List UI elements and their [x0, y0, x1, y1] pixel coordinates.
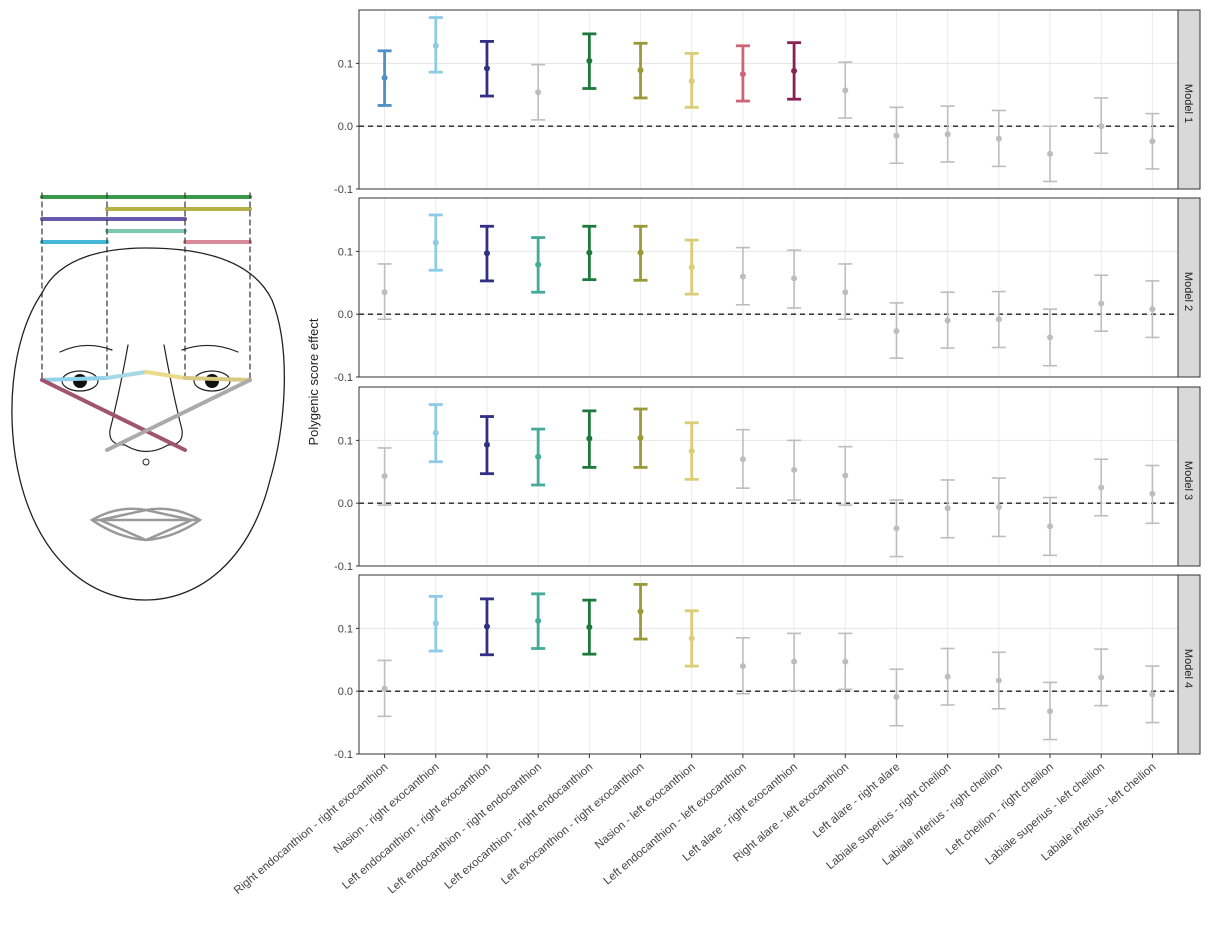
point — [535, 618, 541, 624]
point — [893, 133, 899, 139]
y-tick-label: 0.1 — [338, 246, 353, 258]
panel-background — [359, 10, 1178, 189]
strip-label: Model 1 — [1182, 84, 1194, 123]
point — [1149, 691, 1155, 697]
point — [484, 442, 490, 448]
point — [689, 264, 695, 270]
point — [586, 436, 592, 442]
point — [484, 250, 490, 256]
point — [1098, 484, 1104, 490]
point — [842, 289, 848, 295]
point — [1098, 301, 1104, 307]
point — [893, 525, 899, 531]
point — [433, 240, 439, 246]
x-tick-label: Left alare - right alare — [811, 761, 902, 840]
point — [842, 473, 848, 479]
chart: Polygenic score effect -0.1 0.0 0.1 Model 1… — [0, 0, 1205, 952]
y-tick-label: -0.1 — [334, 184, 353, 196]
point — [433, 43, 439, 49]
panel-background — [359, 387, 1178, 566]
x-tick-label: Nasion - right exocanthion — [332, 761, 442, 856]
point — [893, 694, 899, 700]
page: {"chart_data": { "type": "errorbar", "yl… — [0, 0, 1205, 952]
point — [433, 620, 439, 626]
point — [484, 624, 490, 630]
y-tick-label: 0.0 — [338, 498, 353, 510]
point — [689, 635, 695, 641]
point — [535, 262, 541, 268]
point — [535, 454, 541, 460]
point — [1047, 523, 1053, 529]
point — [996, 678, 1002, 684]
point — [740, 71, 746, 77]
point — [740, 274, 746, 280]
point — [382, 686, 388, 692]
point — [433, 430, 439, 436]
y-tick-label: -0.1 — [334, 749, 353, 761]
point — [535, 89, 541, 95]
point — [945, 131, 951, 137]
point — [945, 674, 951, 680]
point — [842, 87, 848, 93]
face-diagram — [12, 193, 284, 600]
point — [638, 67, 644, 73]
point — [689, 78, 695, 84]
point — [638, 250, 644, 256]
point — [1098, 674, 1104, 680]
point — [893, 328, 899, 334]
y-tick-label: 0.0 — [338, 309, 353, 321]
point — [740, 456, 746, 462]
point — [1098, 123, 1104, 129]
point — [842, 659, 848, 665]
point — [586, 624, 592, 630]
point — [382, 289, 388, 295]
point — [484, 65, 490, 71]
point — [996, 504, 1002, 510]
point — [791, 68, 797, 74]
point — [740, 663, 746, 669]
point — [638, 608, 644, 614]
point — [382, 75, 388, 81]
point — [945, 317, 951, 323]
y-tick-label: 0.0 — [338, 121, 353, 133]
point — [996, 316, 1002, 322]
panel-background — [359, 575, 1178, 754]
point — [1047, 151, 1053, 157]
point — [1149, 491, 1155, 497]
point — [382, 473, 388, 479]
point — [791, 275, 797, 281]
point — [586, 250, 592, 256]
y-tick-label: 0.1 — [338, 58, 353, 70]
strip-label: Model 4 — [1182, 649, 1194, 688]
y-axis-label: Polygenic score effect — [306, 318, 321, 445]
point — [1047, 334, 1053, 340]
panel-background — [359, 198, 1178, 377]
x-tick-label: Nasion - left exocanthion — [593, 761, 698, 852]
point — [945, 505, 951, 511]
point — [791, 467, 797, 473]
y-tick-label: -0.1 — [334, 372, 353, 384]
y-tick-label: 0.1 — [338, 623, 353, 635]
point — [1149, 138, 1155, 144]
point — [638, 435, 644, 441]
point — [1047, 708, 1053, 714]
point — [996, 136, 1002, 142]
y-tick-label: -0.1 — [334, 561, 353, 573]
y-tick-label: 0.0 — [338, 686, 353, 698]
strip-label: Model 3 — [1182, 461, 1194, 500]
point — [791, 659, 797, 665]
point — [586, 58, 592, 64]
point — [689, 448, 695, 454]
strip-label: Model 2 — [1182, 272, 1194, 311]
y-tick-label: 0.1 — [338, 435, 353, 447]
point — [1149, 306, 1155, 312]
